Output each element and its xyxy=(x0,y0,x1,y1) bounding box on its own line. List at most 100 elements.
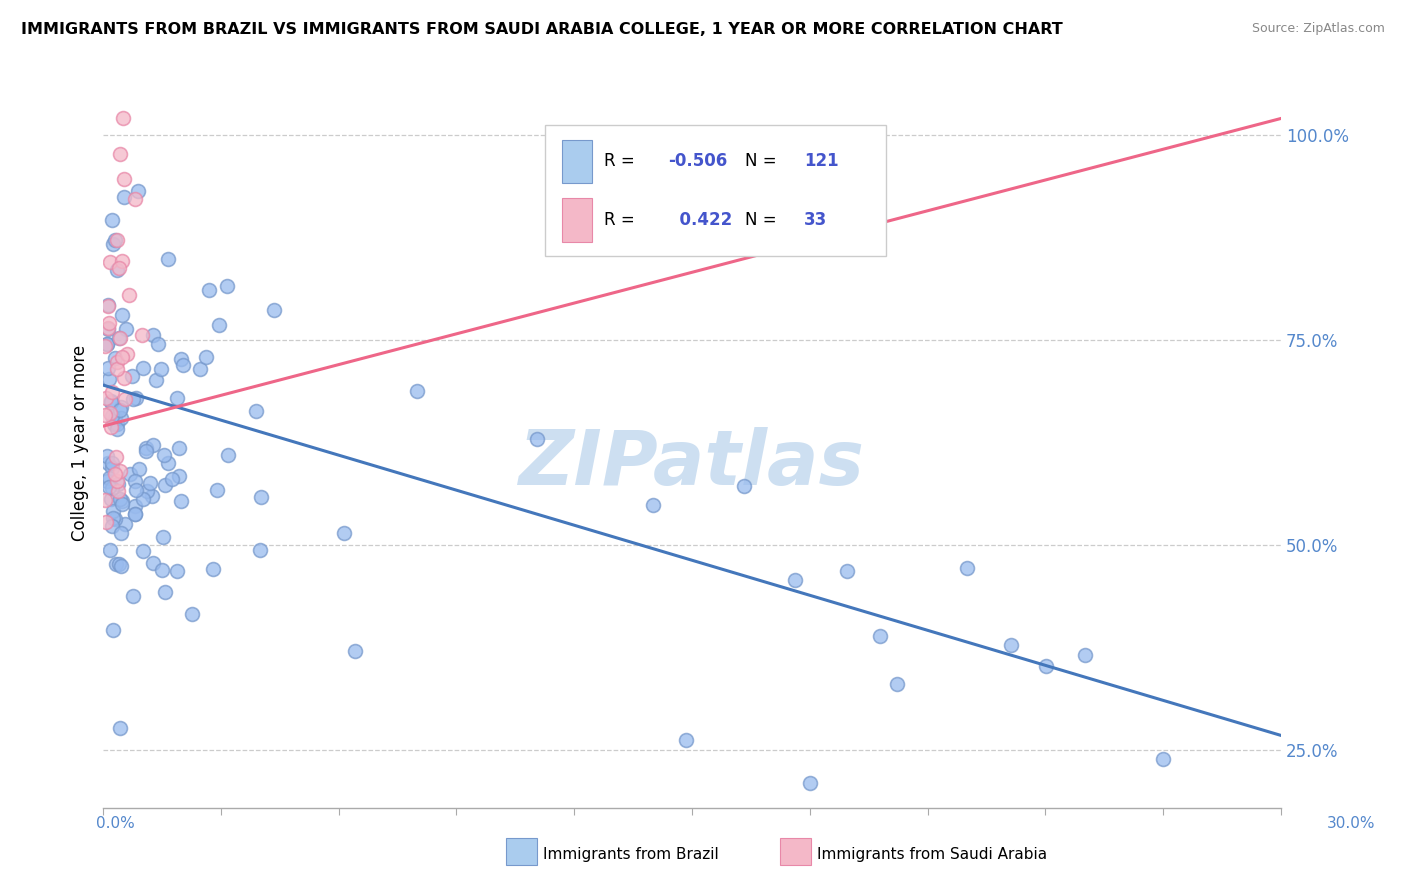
Point xyxy=(104,512,127,526)
Point xyxy=(108,331,131,345)
Point xyxy=(100,492,122,507)
Point xyxy=(104,467,127,481)
Point xyxy=(145,373,167,387)
Point xyxy=(124,474,146,488)
Point xyxy=(107,484,129,499)
Point xyxy=(104,234,127,248)
Point xyxy=(132,544,155,558)
Point xyxy=(107,354,129,368)
Point xyxy=(101,457,124,471)
Point xyxy=(110,559,132,574)
Point xyxy=(128,461,150,475)
Point xyxy=(153,584,176,599)
Point xyxy=(142,328,165,343)
Point xyxy=(526,433,548,447)
Point xyxy=(97,361,120,376)
Point xyxy=(343,643,366,657)
Point xyxy=(132,491,155,506)
Point xyxy=(96,337,118,351)
Point xyxy=(103,417,125,432)
Point xyxy=(160,472,183,486)
Point xyxy=(121,590,143,604)
Point xyxy=(104,450,127,465)
Point xyxy=(157,252,180,267)
Point xyxy=(142,557,165,571)
Point xyxy=(142,438,165,452)
Point xyxy=(98,407,121,421)
Point xyxy=(101,623,124,637)
Point xyxy=(101,511,124,525)
Point xyxy=(111,350,134,364)
Point xyxy=(98,254,121,268)
Point xyxy=(101,504,124,518)
Point xyxy=(100,393,122,408)
Point xyxy=(886,677,908,691)
Point xyxy=(131,361,153,376)
Point xyxy=(97,298,120,312)
Point xyxy=(101,519,124,533)
Point xyxy=(263,303,285,318)
Point xyxy=(110,525,132,540)
Point xyxy=(105,422,128,436)
Point xyxy=(835,564,858,578)
Point xyxy=(114,392,136,406)
Point xyxy=(173,358,195,372)
Point xyxy=(641,499,664,513)
Point xyxy=(94,516,117,530)
Point xyxy=(108,464,131,478)
Point xyxy=(869,629,891,643)
Text: R =: R = xyxy=(603,211,640,229)
Point xyxy=(105,233,128,247)
Point xyxy=(104,411,127,425)
Point xyxy=(124,192,146,206)
Point xyxy=(101,385,124,400)
Point xyxy=(111,253,134,268)
Point xyxy=(101,212,124,227)
Point xyxy=(124,507,146,521)
Point xyxy=(98,471,121,485)
Point xyxy=(956,561,979,575)
Point xyxy=(112,189,135,203)
Point xyxy=(111,112,134,126)
Point xyxy=(170,494,193,508)
Point xyxy=(156,456,179,470)
Point xyxy=(94,492,117,507)
Point xyxy=(785,573,807,587)
Point xyxy=(114,516,136,531)
Text: ZIPatlas: ZIPatlas xyxy=(519,427,865,501)
Point xyxy=(100,395,122,409)
FancyBboxPatch shape xyxy=(562,198,592,242)
Point xyxy=(406,384,429,399)
Point xyxy=(152,448,174,462)
Point xyxy=(125,483,148,498)
Text: 0.422: 0.422 xyxy=(668,211,733,229)
Point xyxy=(217,279,239,293)
Point xyxy=(94,391,117,405)
Point xyxy=(131,328,153,343)
Point xyxy=(249,542,271,557)
Point xyxy=(108,557,131,571)
Point xyxy=(127,184,149,198)
Point xyxy=(97,321,120,335)
Point xyxy=(108,261,131,276)
Point xyxy=(167,468,190,483)
Point xyxy=(97,372,120,386)
Point xyxy=(101,237,124,252)
Text: 30.0%: 30.0% xyxy=(1327,816,1375,831)
Point xyxy=(97,322,120,336)
Point xyxy=(733,479,755,493)
Point xyxy=(198,284,221,298)
Point xyxy=(100,482,122,496)
Point xyxy=(111,497,134,511)
Point xyxy=(146,337,169,351)
Point xyxy=(202,562,225,576)
Point xyxy=(1000,638,1022,652)
Point xyxy=(124,499,146,513)
Point xyxy=(139,476,162,491)
Point xyxy=(98,316,121,330)
Text: Immigrants from Saudi Arabia: Immigrants from Saudi Arabia xyxy=(817,847,1047,862)
Point xyxy=(110,147,132,161)
Point xyxy=(110,411,132,425)
Point xyxy=(100,420,122,434)
Point xyxy=(96,474,118,488)
